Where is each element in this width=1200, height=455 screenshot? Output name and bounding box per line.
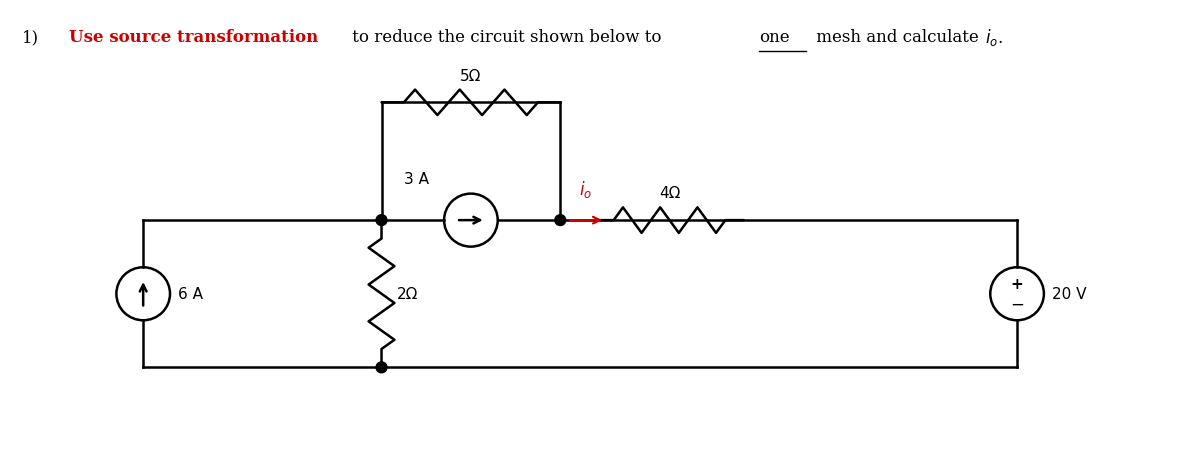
Text: 1): 1) xyxy=(22,29,40,46)
Text: Use source transformation: Use source transformation xyxy=(68,29,318,46)
Text: one: one xyxy=(758,29,790,46)
Circle shape xyxy=(376,362,386,373)
Text: $i_o$: $i_o$ xyxy=(580,178,593,199)
Circle shape xyxy=(554,215,565,226)
Text: 5Ω: 5Ω xyxy=(461,69,481,84)
Text: 6 A: 6 A xyxy=(178,287,203,302)
Text: 2Ω: 2Ω xyxy=(396,287,418,302)
Circle shape xyxy=(376,215,386,226)
Text: $i_o$.: $i_o$. xyxy=(985,27,1003,48)
Text: mesh and calculate: mesh and calculate xyxy=(810,29,984,46)
Text: +: + xyxy=(1010,277,1024,292)
Text: 4Ω: 4Ω xyxy=(659,186,680,201)
Text: to reduce the circuit shown below to: to reduce the circuit shown below to xyxy=(347,29,666,46)
Text: 3 A: 3 A xyxy=(404,172,430,187)
Text: −: − xyxy=(1010,295,1024,313)
Text: 20 V: 20 V xyxy=(1052,287,1086,302)
